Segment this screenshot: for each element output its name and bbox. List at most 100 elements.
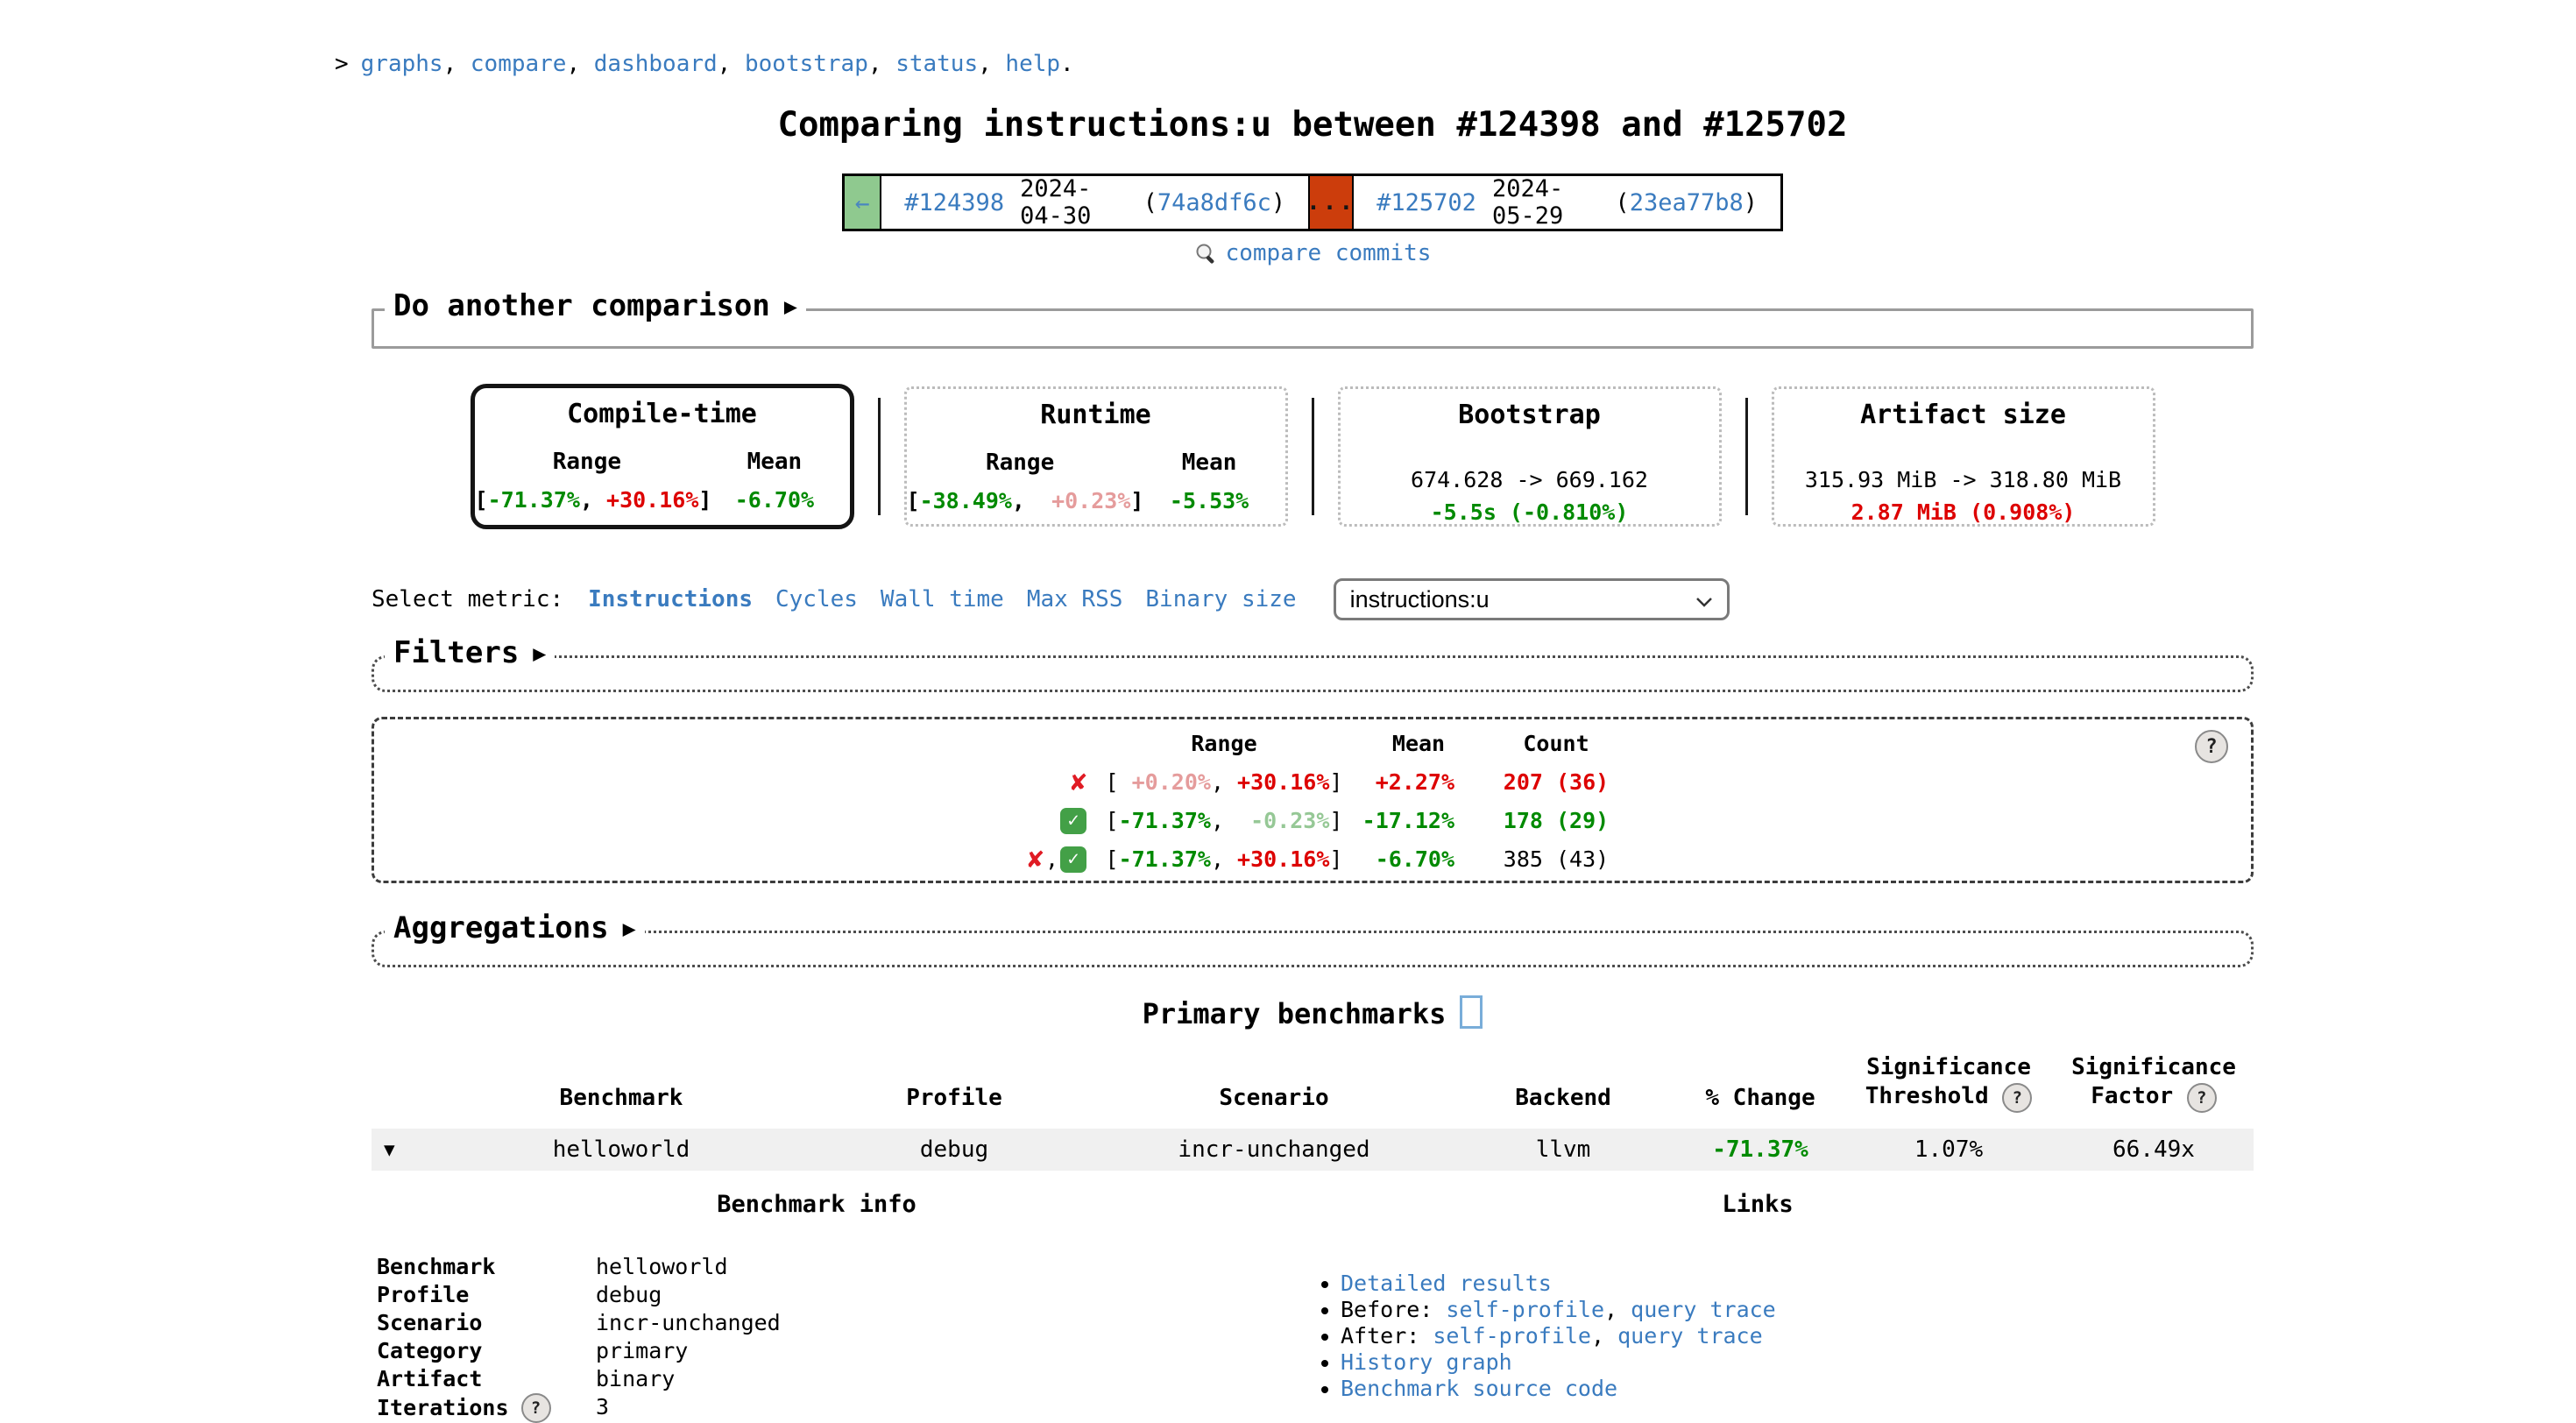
chevron-down-icon (1695, 586, 1713, 613)
summary-help-icon[interactable]: ? (2195, 730, 2228, 763)
link-item: Benchmark source code (1341, 1376, 2254, 1402)
info-row-category: Category primary (377, 1338, 689, 1363)
expand-arrow-icon: ▶ (622, 915, 636, 941)
summary-panel: Range Mean Count ✘ [ +0.20%, +30.16%] +2… (372, 717, 2254, 883)
col-backend: Backend (1515, 1085, 1611, 1111)
nav-link-bootstrap[interactable]: bootstrap (744, 51, 868, 77)
aggregations-label: Aggregations (393, 910, 609, 945)
commit-range-button[interactable]: ... (1306, 176, 1356, 229)
all-mean: -6.70% (1375, 846, 1454, 872)
info-row-profile: Profile debug (377, 1282, 662, 1307)
links-panel: Links Detailed results Before: self-prof… (1262, 1190, 2254, 1402)
nav-link-status[interactable]: status (895, 51, 979, 77)
after-query-trace-link[interactable]: query trace (1617, 1323, 1763, 1349)
before-pr-link[interactable]: #124398 (904, 188, 1005, 216)
cell-benchmark: helloworld (552, 1136, 690, 1163)
summary-header-count: Count (1523, 731, 1589, 756)
before-sha-link[interactable]: 74a8df6c (1157, 188, 1271, 216)
top-nav: > graphs, compare, dashboard, bootstrap, … (335, 51, 1074, 77)
filters-section: Filters ▶ (372, 635, 2254, 692)
card-artifact-size[interactable]: Artifact size 315.93 MiB -> 318.80 MiB 2… (1771, 386, 2155, 527)
sig-factor-help-icon[interactable]: ? (2186, 1083, 2217, 1113)
ellipsis-icon: ... (1306, 189, 1356, 216)
regressions-row-icon: ✘ (999, 763, 1086, 802)
compare-commits-link[interactable]: compare commits (1225, 240, 1432, 266)
filters-label: Filters (393, 635, 520, 670)
green-check-icon: ✓ (1060, 808, 1086, 834)
history-graph-link[interactable]: History graph (1341, 1349, 1512, 1375)
link-item: Before: self-profile, query trace (1341, 1297, 2254, 1323)
magnifier-icon (1194, 242, 1217, 271)
mean-label: Mean (747, 449, 803, 475)
benchmark-row[interactable]: ▼ helloworld debug incr-unchanged llvm -… (372, 1129, 2254, 1171)
commit-bar: ← #124398 2024-04-30 (74a8df6c) ... #125… (842, 173, 1783, 231)
link-item: After: self-profile, query trace (1341, 1323, 2254, 1349)
do-another-comparison-section: Do another comparison ▶ (372, 288, 2254, 349)
section-link-icon[interactable] (1460, 995, 1483, 1029)
metric-binary-size[interactable]: Binary size (1145, 586, 1297, 612)
metric-max-rss[interactable]: Max RSS (1026, 586, 1123, 612)
card-title: Compile-time (567, 399, 757, 429)
green-check-icon: ✓ (1060, 846, 1086, 873)
after-commit-date: 2024-05-29 (1491, 175, 1564, 230)
expand-arrow-icon: ▶ (783, 293, 797, 319)
nav-link-compare[interactable]: compare (470, 51, 567, 77)
nav-link-dashboard[interactable]: dashboard (593, 51, 718, 77)
card-title: Bootstrap (1458, 400, 1601, 430)
before-self-profile-link[interactable]: self-profile (1446, 1297, 1605, 1322)
nav-link-graphs[interactable]: graphs (360, 51, 443, 77)
aggregations-section: Aggregations ▶ (372, 910, 2254, 967)
metric-dropdown[interactable]: instructions:u (1333, 578, 1730, 620)
cell-sig-factor: 66.49x (2112, 1136, 2195, 1163)
benchmark-info-panel: Benchmark info Benchmark helloworld Profi… (372, 1190, 1262, 1423)
metric-cycles[interactable]: Cycles (775, 586, 858, 612)
before-query-trace-link[interactable]: query trace (1631, 1297, 1776, 1322)
benchmark-source-code-link[interactable]: Benchmark source code (1341, 1376, 1618, 1401)
info-row-scenario: Scenario incr-unchanged (377, 1310, 781, 1335)
range-label: Range (552, 449, 622, 475)
cell-backend: llvm (1535, 1136, 1591, 1163)
metric-wall-time[interactable]: Wall time (880, 586, 1004, 612)
nav-prompt: > (335, 51, 349, 77)
cell-sig-threshold: 1.07% (1914, 1136, 1984, 1163)
card-values: [-38.49%, +0.23%] -5.53% (907, 488, 1285, 513)
paren-close: ) (1270, 188, 1286, 216)
nav-separator: , (566, 51, 594, 77)
card-bootstrap[interactable]: Bootstrap 674.628 -> 669.162 -5.5s (-0.8… (1337, 386, 1722, 527)
info-row-benchmark: Benchmark helloworld (377, 1254, 728, 1279)
card-divider (1744, 398, 1748, 515)
aggregations-toggle[interactable]: Aggregations ▶ (385, 910, 645, 945)
card-values: [-71.37%, +30.16%] -6.70% (475, 487, 850, 513)
metric-instructions[interactable]: Instructions (588, 586, 753, 612)
mean-value: -6.70% (734, 487, 815, 513)
mean-value: -5.53% (1169, 488, 1249, 513)
do-another-comparison-toggle[interactable]: Do another comparison ▶ (385, 288, 806, 323)
card-divider (877, 398, 881, 515)
iterations-help-icon[interactable]: ? (520, 1393, 551, 1423)
cell-scenario: incr-unchanged (1178, 1136, 1370, 1163)
after-pr-link[interactable]: #125702 (1376, 188, 1476, 216)
bootstrap-values: 674.628 -> 669.162 (1411, 467, 1648, 492)
prev-commit-button[interactable]: ← (845, 176, 882, 229)
after-sha-group: (23ea77b8) (1615, 189, 1758, 216)
card-runtime[interactable]: Runtime Range Mean [-38.49%, +0.23%] -5.… (903, 386, 1288, 527)
left-arrow-icon: ← (854, 188, 870, 217)
row-expander-icon[interactable]: ▼ (384, 1139, 395, 1160)
summary-header-range: Range (1191, 731, 1257, 756)
col-benchmark: Benchmark (559, 1085, 683, 1111)
bootstrap-delta: -5.5s (-0.810%) (1430, 499, 1629, 525)
nav-link-help[interactable]: help (1005, 51, 1061, 77)
do-another-comparison-label: Do another comparison (393, 288, 770, 323)
detailed-results-link[interactable]: Detailed results (1341, 1271, 1552, 1296)
link-item: Detailed results (1341, 1271, 2254, 1297)
link-item: History graph (1341, 1349, 2254, 1376)
card-compile-time[interactable]: Compile-time Range Mean [-71.37%, +30.16… (470, 384, 854, 529)
after-sha-link[interactable]: 23ea77b8 (1629, 188, 1744, 216)
before-sha-group: (74a8df6c) (1143, 189, 1286, 216)
summary-table: Range Mean Count ✘ [ +0.20%, +30.16%] +2… (999, 725, 1626, 879)
filters-toggle[interactable]: Filters ▶ (385, 635, 556, 670)
after-self-profile-link[interactable]: self-profile (1433, 1323, 1591, 1349)
col-profile: Profile (906, 1085, 1002, 1111)
red-x-icon: ✘ (1027, 844, 1044, 874)
sig-threshold-help-icon[interactable]: ? (2002, 1083, 2033, 1113)
